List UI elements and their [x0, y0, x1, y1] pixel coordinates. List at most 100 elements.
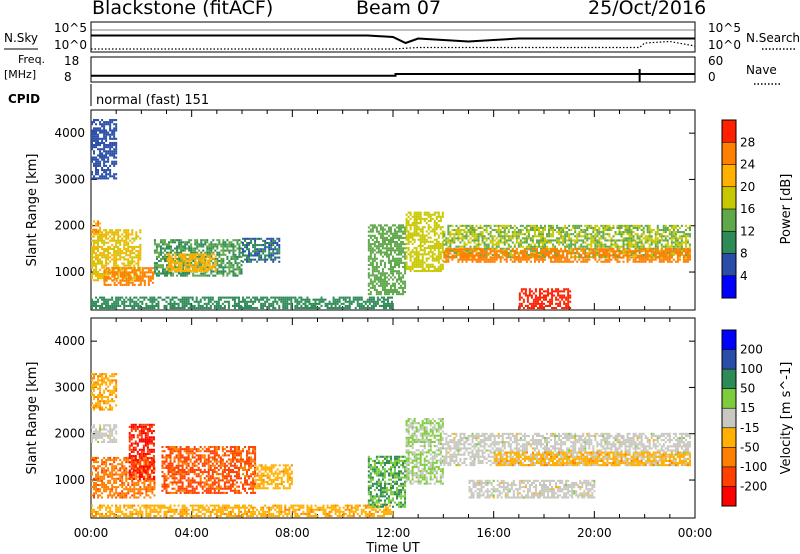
power-panel-cell — [413, 230, 416, 233]
power-panel-cell — [481, 235, 484, 238]
power-panel-cell — [288, 298, 291, 301]
power-panel-cell — [557, 292, 560, 295]
power-panel-cell — [172, 261, 175, 264]
power-panel-cell — [439, 253, 442, 256]
power-panel-cell — [570, 245, 573, 248]
power-panel-cell — [202, 263, 205, 266]
power-panel-cell — [467, 231, 470, 234]
power-panel-cell — [377, 280, 380, 283]
power-panel-cell — [441, 236, 444, 239]
power-panel-cell — [282, 296, 285, 299]
power-panel-cell — [123, 279, 126, 282]
power-panel-cell — [688, 256, 691, 259]
power-panel-cell — [511, 226, 514, 229]
power-panel-cell — [656, 248, 659, 251]
power-panel-cell — [547, 288, 550, 291]
power-panel-cell — [483, 224, 486, 227]
power-panel-cell — [163, 247, 166, 250]
power-panel-cell — [648, 248, 651, 251]
power-panel-cell — [103, 300, 106, 303]
power-panel-cell — [453, 256, 456, 259]
power-panel-cell — [521, 252, 524, 255]
power-panel-cell — [660, 228, 663, 232]
power-panel-cell — [431, 251, 434, 254]
power-panel-cell — [236, 262, 239, 265]
power-panel-cell — [105, 275, 108, 278]
power-panel-cell — [129, 271, 132, 274]
power-panel-cell — [202, 259, 205, 262]
power-panel-cell — [477, 252, 480, 255]
power-panel-cell — [119, 250, 122, 253]
power-panel-cell — [664, 248, 667, 251]
power-panel-cell — [389, 230, 392, 233]
power-panel-cell — [519, 241, 522, 244]
power-panel-cell — [101, 277, 104, 280]
power-panel-cell — [93, 235, 96, 238]
power-panel-cell — [107, 300, 110, 303]
power-panel-cell — [606, 228, 609, 232]
power-panel-cell — [537, 233, 540, 236]
power-panel-cell — [604, 228, 607, 232]
power-panel-cell — [227, 304, 230, 307]
power-panel-cell — [624, 239, 627, 242]
power-panel-cell — [634, 248, 637, 251]
power-panel-cell — [503, 231, 506, 234]
power-panel-cell — [165, 306, 168, 310]
power-panel-cell — [606, 258, 609, 261]
power-panel-cell — [350, 302, 353, 305]
power-panel-cell — [439, 251, 442, 254]
power-panel-cell — [367, 268, 370, 271]
power-panel-cell — [618, 228, 621, 232]
power-panel-cell — [232, 255, 235, 258]
power-panel-cell — [518, 304, 521, 307]
power-panel-cell — [254, 300, 257, 303]
power-panel-cell — [551, 290, 554, 293]
power-panel-cell — [636, 256, 639, 259]
power-panel-cell — [465, 224, 468, 227]
power-panel-cell — [539, 252, 542, 255]
power-panel-cell — [125, 239, 128, 242]
power-panel-cell — [515, 258, 518, 261]
power-panel-cell — [522, 298, 525, 301]
power-panel-cell — [200, 261, 203, 264]
power-panel-cell — [139, 256, 142, 259]
power-panel-cell — [572, 250, 575, 253]
power-panel-cell — [170, 251, 173, 254]
power-panel-cell — [344, 306, 347, 310]
power-panel-cell — [239, 306, 242, 310]
power-panel-cell — [127, 281, 130, 284]
power-panel-cell — [170, 249, 173, 252]
power-panel-cell — [182, 255, 185, 258]
power-panel-cell — [598, 228, 601, 232]
power-panel-cell — [457, 258, 460, 261]
power-panel-cell — [381, 288, 384, 292]
power-panel-cell — [186, 257, 189, 260]
power-panel-cell — [459, 224, 462, 227]
power-panel-cell — [674, 239, 677, 242]
power-panel-cell — [266, 300, 269, 303]
power-panel-cell — [396, 288, 399, 292]
power-panel-cell — [463, 231, 466, 234]
power-panel-cell — [151, 306, 154, 310]
power-panel-cell — [421, 253, 424, 256]
power-panel-cell — [479, 243, 482, 246]
power-panel-cell — [535, 250, 538, 253]
power-panel-cell — [248, 296, 251, 299]
power-panel-cell — [398, 234, 401, 237]
power-panel-cell — [268, 246, 271, 249]
power-panel-cell — [592, 235, 595, 238]
power-panel-cell — [383, 224, 386, 227]
power-panel-cell — [636, 254, 639, 257]
power-panel-cell — [316, 298, 319, 301]
power-panel-cell — [467, 252, 470, 255]
power-panel-cell — [660, 258, 663, 261]
power-panel-cell — [178, 243, 181, 246]
power-panel-cell — [505, 250, 508, 253]
power-panel-cell — [206, 266, 209, 269]
power-panel-cell — [236, 264, 239, 267]
power-panel-cell — [485, 254, 488, 257]
power-panel-cell — [678, 252, 681, 255]
power-panel-cell — [404, 230, 407, 233]
power-panel-cell — [435, 240, 438, 243]
power-panel-cell — [224, 241, 227, 244]
